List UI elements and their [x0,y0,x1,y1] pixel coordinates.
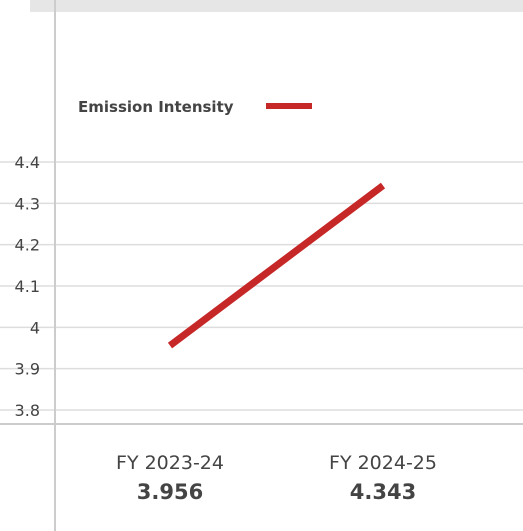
y-tick-label: 4.2 [15,236,40,255]
header-band [30,0,523,12]
legend: Emission Intensity [78,98,312,116]
x-tick-label: FY 2023-24 [116,452,224,474]
y-tick-label: 4 [30,318,40,337]
series-line-emission-intensity [167,182,386,349]
gridlines [0,161,523,411]
y-tick-label: 4.3 [15,194,40,213]
y-tick-labels: 3.8 3.9 4 4.1 4.2 4.3 4.4 [15,153,40,420]
data-label: 3.956 [137,480,203,504]
y-tick-label: 3.8 [15,401,40,420]
x-tick-label: FY 2024-25 [329,452,437,474]
value-labels: 3.956 4.343 [137,480,416,504]
y-tick-label: 4.1 [15,277,40,296]
legend-label: Emission Intensity [78,98,234,116]
y-tick-label: 4.4 [15,153,40,172]
category-labels: FY 2023-24 FY 2024-25 [116,452,437,474]
series-group [167,182,386,349]
y-tick-label: 3.9 [15,360,40,379]
data-label: 4.343 [350,480,416,504]
